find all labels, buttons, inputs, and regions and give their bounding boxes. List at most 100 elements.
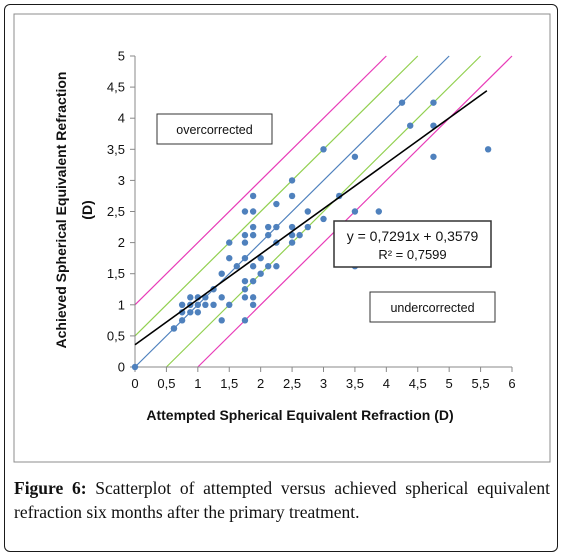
y-tick-label: 4 (118, 111, 125, 126)
scatter-chart: 0 0,5 1 1,5 2 2,5 3 3,5 4 4,5 5 5,5 6 0 0,5 1 1,5 2 2,5 3 3,… (13, 13, 551, 463)
data-point (257, 270, 264, 277)
data-point (241, 277, 249, 285)
data-point (233, 263, 240, 270)
data-point (178, 301, 186, 308)
undercorrected-label: undercorrected (390, 301, 474, 315)
data-point (430, 99, 437, 106)
data-point (249, 231, 257, 239)
caption-text: Scatterplot of attempted versus achieved… (14, 478, 550, 522)
data-point (273, 200, 280, 208)
data-point (288, 223, 296, 231)
x-axis-label: Attempted Spherical Equivalent Refractio… (146, 407, 453, 423)
y-tick-label: 0 (118, 360, 125, 375)
data-point (249, 294, 257, 301)
data-point (288, 239, 296, 246)
x-tick-label: 2 (257, 376, 264, 391)
data-point (187, 309, 194, 316)
x-tick-label: 0 (131, 376, 138, 391)
data-point (178, 317, 186, 324)
figure-frame (4, 4, 558, 552)
data-point (249, 223, 257, 231)
x-tick-label: 3 (320, 376, 327, 391)
x-tick-label: 5 (446, 376, 453, 391)
data-point (226, 301, 233, 308)
data-point (265, 223, 272, 231)
data-point (304, 208, 311, 215)
data-point (218, 294, 225, 301)
y-tick-label: 5 (118, 49, 125, 64)
data-point (170, 325, 178, 332)
x-tick-label: 0,5 (157, 376, 175, 391)
data-point (249, 277, 257, 285)
data-point (249, 301, 257, 308)
y-tick-label: 1 (118, 297, 125, 312)
regression-r2: R² = 0,7599 (378, 247, 446, 262)
data-point (265, 263, 272, 270)
data-point (194, 301, 202, 308)
x-tick-label: 1,5 (220, 376, 238, 391)
y-tick-label: 3,5 (107, 142, 125, 157)
chart-border (13, 13, 551, 463)
y-tick-label: 2 (118, 235, 125, 250)
data-point (484, 146, 492, 153)
regression-equation-box: y = 0,7291x + 0,3579 R² = 0,7599 (333, 220, 492, 268)
y-axis-label-line1: Achieved Spherical Equivalent Refraction (53, 72, 69, 349)
data-point (288, 192, 296, 200)
data-point (407, 122, 414, 129)
y-tick-label: 2,5 (107, 204, 125, 219)
data-point (241, 254, 249, 262)
reference-line (134, 55, 450, 368)
x-tick-label: 4 (383, 376, 390, 391)
data-point (249, 208, 257, 215)
data-point (375, 208, 382, 215)
data-point (241, 231, 249, 239)
data-point (241, 294, 249, 301)
data-point (288, 231, 296, 239)
y-tick-label: 1,5 (107, 266, 125, 281)
data-point (241, 208, 249, 215)
data-point (178, 309, 186, 316)
data-point (288, 177, 296, 184)
data-point (320, 215, 327, 223)
data-point (257, 254, 264, 262)
data-point (273, 263, 280, 270)
x-tick-label: 4,5 (409, 376, 427, 391)
x-tick-label: 3,5 (346, 376, 364, 391)
data-point (296, 231, 303, 239)
reference-line (134, 55, 419, 337)
overcorrected-box: overcorrected (156, 113, 273, 145)
x-tick-label: 5,5 (472, 376, 490, 391)
data-point (351, 208, 359, 215)
data-point (351, 153, 359, 160)
data-point (226, 254, 233, 262)
reference-line (165, 55, 482, 368)
data-point (241, 286, 249, 293)
data-point (210, 301, 217, 308)
data-point (265, 231, 272, 239)
figure-caption: Figure 6: Scatterplot of attempted versu… (14, 476, 550, 524)
data-point (187, 294, 194, 301)
data-point (241, 317, 249, 324)
x-tick-label: 1 (194, 376, 201, 391)
data-point (430, 153, 437, 160)
y-tick-label: 4,5 (107, 80, 125, 95)
data-point (273, 223, 280, 231)
regression-equation: y = 0,7291x + 0,3579 (347, 228, 479, 244)
reference-line (134, 55, 387, 306)
undercorrected-box: undercorrected (369, 291, 496, 323)
data-point (226, 239, 233, 246)
data-point (304, 223, 311, 231)
y-axis-label-line2: (D) (79, 200, 95, 219)
data-point (249, 192, 257, 200)
data-point (398, 99, 406, 106)
caption-label: Figure 6: (14, 478, 87, 498)
overcorrected-label: overcorrected (176, 123, 252, 137)
x-tick-label: 6 (508, 376, 515, 391)
x-tick-label: 2,5 (283, 376, 301, 391)
data-point (249, 263, 257, 270)
y-tick-label: 3 (118, 173, 125, 188)
data-point (218, 317, 225, 324)
data-point (131, 363, 139, 371)
data-point (241, 239, 249, 246)
regression-line (134, 90, 488, 346)
